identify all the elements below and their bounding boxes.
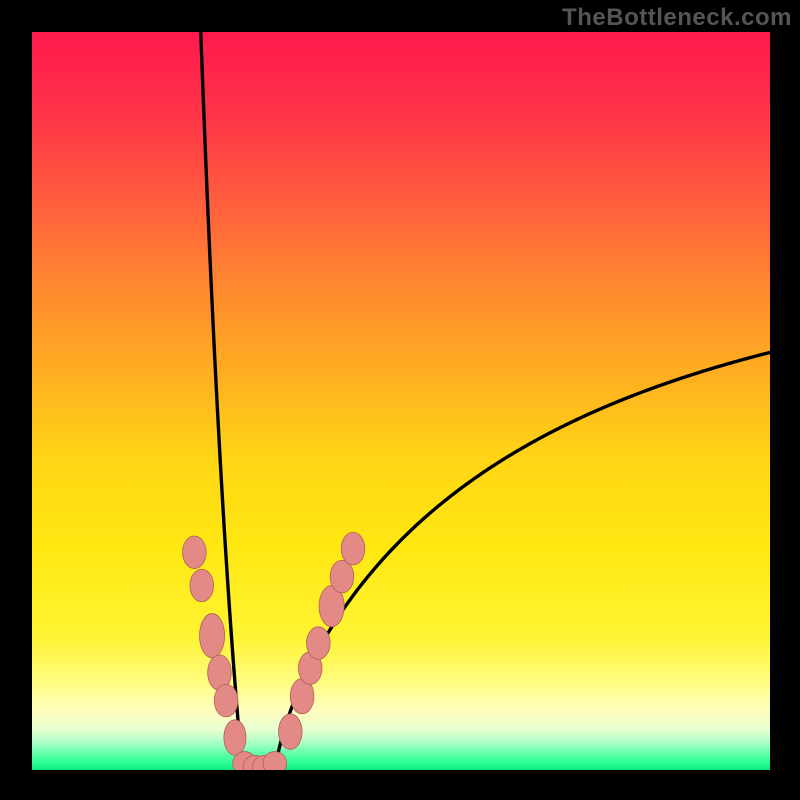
curve-marker <box>341 532 365 564</box>
watermark-text: TheBottleneck.com <box>562 4 792 32</box>
curve-marker <box>224 720 246 755</box>
curve-marker <box>278 714 302 749</box>
curve-marker <box>190 569 214 601</box>
gradient-background <box>32 32 770 770</box>
figure-container: TheBottleneck.com <box>0 0 800 800</box>
curve-marker <box>214 684 238 716</box>
plot-area <box>32 32 770 770</box>
curve-marker <box>200 614 225 658</box>
curve-marker <box>330 560 354 592</box>
plot-svg <box>32 32 770 770</box>
curve-marker <box>183 536 207 568</box>
curve-marker <box>307 627 331 659</box>
